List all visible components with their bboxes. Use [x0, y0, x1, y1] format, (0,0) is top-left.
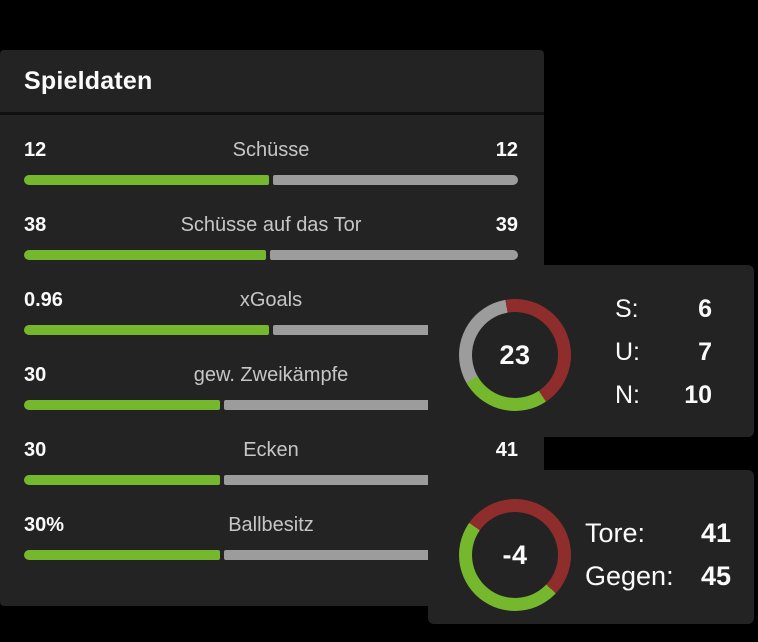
stat-label: Schüsse: [232, 139, 310, 161]
stat-bar-gray: [223, 475, 518, 485]
record-stat-label: U:: [615, 338, 640, 366]
stat-row-xgoals: xGoals 0.96: [24, 289, 518, 335]
donut-hole: -4: [472, 512, 558, 598]
goals-stat-value: 41: [700, 518, 731, 548]
goals-stat-label: Gegen:: [585, 561, 674, 591]
stat-bar: [24, 475, 518, 485]
record-donut-value: 23: [499, 339, 531, 370]
stat-bar: [24, 175, 518, 185]
donut-hole: 23: [472, 312, 558, 398]
goals-stat-row-tore: Tore: 41: [585, 512, 731, 555]
stat-row-schuesse: Schüsse 12 12: [24, 139, 518, 185]
record-stat-row-wins: S: 6: [615, 288, 712, 331]
stat-label: xGoals: [239, 289, 303, 311]
stat-bar-green: [24, 550, 220, 560]
stat-row-ecken: Ecken 30 41: [24, 439, 518, 485]
record-stat-label: N:: [615, 381, 640, 409]
stat-value-left: 0.96: [24, 289, 63, 311]
goals-donut-value: -4: [502, 539, 528, 570]
stat-bar: [24, 250, 518, 260]
stat-rows: Schüsse 12 12 Schüsse auf das Tor 38 39: [0, 115, 544, 560]
stat-bar-green: [24, 325, 269, 335]
stat-label: gew. Zweikämpfe: [193, 364, 349, 386]
stat-bar-green: [24, 400, 220, 410]
goals-stat-row-gegen: Gegen: 45: [585, 555, 731, 598]
stat-value-left: 38: [24, 214, 47, 236]
stat-value-right: 12: [495, 139, 518, 161]
stat-label: Ecken: [243, 439, 299, 461]
stat-label: Ballbesitz: [228, 514, 314, 536]
goals-stat-label: Tore:: [585, 518, 646, 548]
spieldaten-header: Spieldaten: [0, 50, 544, 115]
record-stat-row-draws: U: 7: [615, 331, 712, 374]
stat-value-right: 39: [495, 214, 518, 236]
record-stat-row-losses: N: 10: [615, 374, 712, 417]
stat-bar-gray: [273, 175, 518, 185]
stat-label: Schüsse auf das Tor: [180, 214, 362, 236]
goals-card: -4 Tore: 41 Gegen: 45: [428, 470, 754, 624]
stat-bar-green: [24, 250, 267, 260]
stat-bar: [24, 400, 518, 410]
record-stat-value: 6: [698, 295, 712, 323]
record-stat-value: 7: [698, 338, 712, 366]
stat-row-schuesse-auf-tor: Schüsse auf das Tor 38 39: [24, 214, 518, 260]
stat-value-right: 41: [495, 439, 518, 461]
stat-bar-gray: [273, 325, 518, 335]
stat-bar-green: [24, 175, 269, 185]
record-stat-label: S:: [615, 295, 639, 323]
card-title: Spieldaten: [24, 66, 153, 95]
stat-row-zweikaempfe: gew. Zweikämpfe 30: [24, 364, 518, 410]
stat-bar-gray: [223, 550, 518, 560]
stat-bar-green: [24, 475, 220, 485]
stat-value-left: 30: [24, 364, 47, 386]
record-card: 23 S: 6 U: 7 N: 10: [428, 265, 754, 437]
stat-bar-gray: [223, 400, 518, 410]
stat-bar-gray: [270, 250, 518, 260]
record-donut-chart: 23: [459, 299, 571, 411]
stat-row-ballbesitz: Ballbesitz 30%: [24, 514, 518, 560]
goals-stats: Tore: 41 Gegen: 45: [585, 512, 731, 598]
stat-value-left: 30: [24, 439, 47, 461]
stat-bar: [24, 550, 518, 560]
goals-donut-chart: -4: [459, 499, 571, 611]
stat-value-left: 12: [24, 139, 47, 161]
record-stat-value: 10: [684, 381, 712, 409]
stat-bar: [24, 325, 518, 335]
goals-stat-value: 45: [700, 561, 731, 591]
stat-value-left: 30%: [24, 514, 65, 536]
record-stats: S: 6 U: 7 N: 10: [615, 288, 712, 417]
